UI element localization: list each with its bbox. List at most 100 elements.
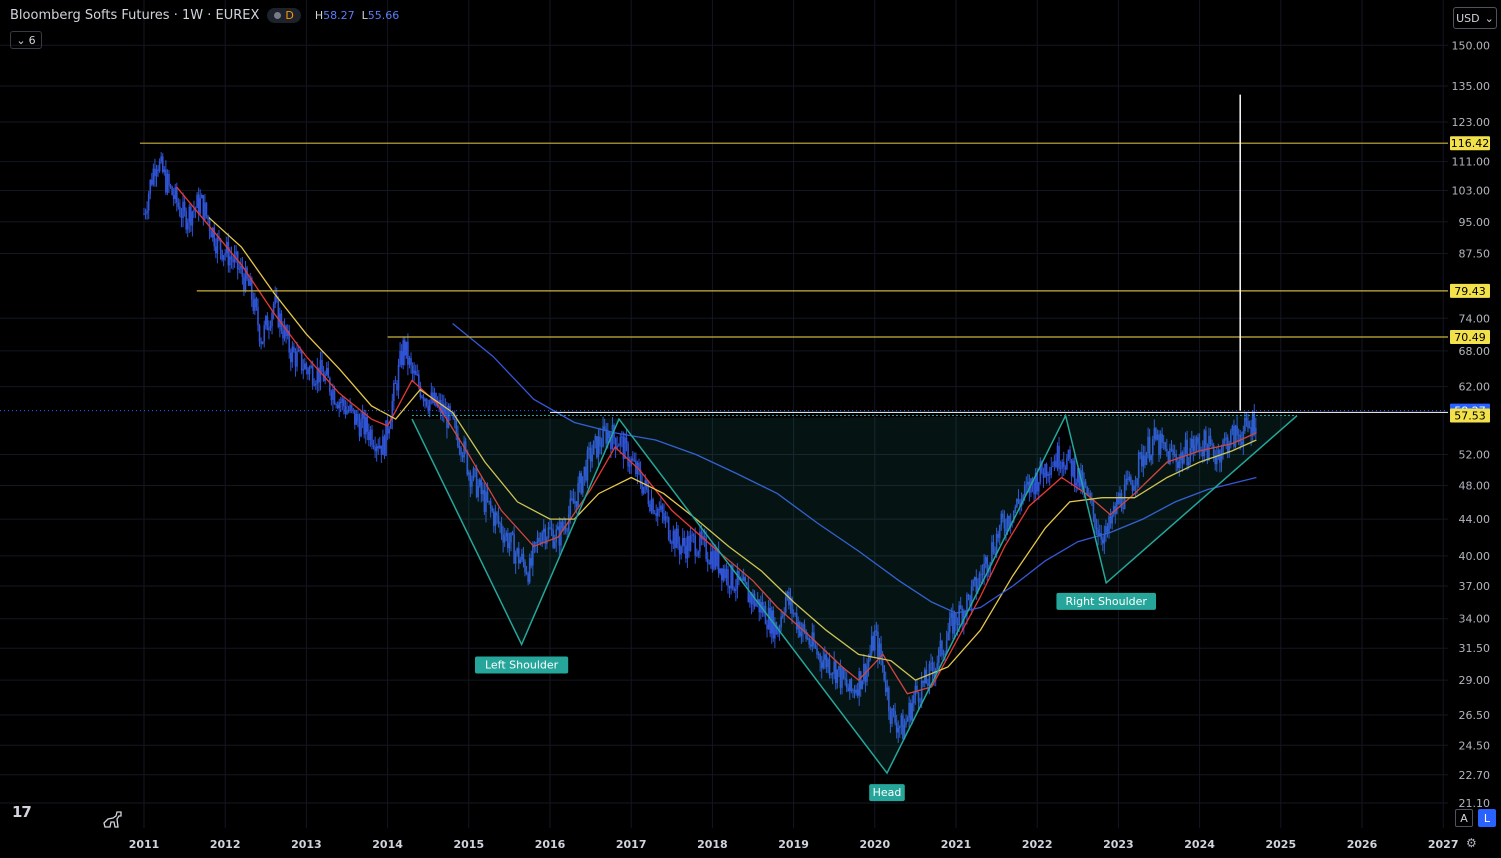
candle-body: [283, 325, 286, 339]
candle-body: [638, 462, 640, 470]
status-pill[interactable]: D: [267, 8, 301, 23]
candle-body: [310, 365, 312, 368]
symbol-title[interactable]: Bloomberg Softs Futures · 1W · EUREX: [10, 8, 260, 23]
y-tick-label: 87.50: [1459, 248, 1491, 261]
candle-body: [948, 617, 951, 633]
candle-body: [443, 403, 445, 415]
candle-body: [920, 680, 923, 702]
candle-body: [1095, 527, 1098, 530]
candle-body: [934, 668, 937, 677]
candle-body: [820, 662, 823, 669]
candle-body: [216, 236, 219, 254]
candle-body: [617, 445, 620, 447]
candle-body: [983, 563, 985, 575]
candle-body: [578, 473, 581, 484]
candle-body: [594, 436, 597, 441]
candle-body: [308, 367, 311, 375]
candle-body: [444, 408, 447, 415]
candle-body: [202, 195, 205, 220]
candle-body: [916, 685, 918, 693]
candle-body: [1158, 434, 1160, 456]
candle-body: [333, 389, 336, 404]
candle-body: [1117, 498, 1120, 504]
candle-body: [1255, 427, 1257, 434]
gear-icon[interactable]: ⚙: [1466, 836, 1477, 850]
candle-body: [694, 535, 697, 556]
candle-body: [1036, 472, 1038, 492]
candle-body: [555, 529, 558, 542]
candle-body: [874, 630, 876, 651]
candle-body: [844, 678, 846, 680]
x-tick-label: 2017: [616, 838, 647, 851]
candle-body: [571, 498, 573, 500]
candle-body: [263, 325, 266, 342]
candle-body: [496, 512, 498, 516]
candle-body: [830, 674, 832, 676]
candle-body: [466, 450, 469, 475]
candle-body: [956, 623, 959, 626]
candle-body: [294, 351, 297, 367]
candle-body: [906, 717, 909, 722]
candle-body: [266, 316, 269, 331]
candle-body: [1155, 428, 1157, 440]
candle-body: [978, 573, 981, 586]
indicators-toggle-button[interactable]: ⌄ 6: [10, 31, 42, 49]
candle-body: [855, 689, 857, 694]
x-tick-label: 2027: [1428, 838, 1459, 851]
candle-body: [204, 202, 206, 220]
candle-body: [994, 552, 996, 554]
candle-body: [961, 608, 964, 625]
candle-body: [483, 490, 486, 512]
candle-body: [1103, 533, 1106, 544]
candle-body: [1105, 526, 1107, 534]
candle-body: [741, 578, 743, 582]
candle-body: [1089, 493, 1092, 500]
x-tick-label: 2021: [941, 838, 972, 851]
chevron-down-icon: ⌄: [16, 33, 26, 47]
candle-body: [731, 565, 734, 589]
candle-body: [158, 161, 161, 172]
candle-body: [672, 530, 675, 544]
low-label: L: [361, 9, 368, 22]
candle-body: [360, 418, 362, 437]
candle-body: [300, 350, 303, 371]
candle-body: [371, 429, 373, 446]
candle-body: [330, 392, 333, 401]
auto-scale-button[interactable]: A: [1455, 809, 1473, 827]
tradingview-logo-icon[interactable]: 17: [12, 803, 32, 821]
candle-body: [839, 665, 842, 688]
candle-body: [966, 594, 968, 615]
candle-body: [1190, 438, 1193, 449]
candle-body: [258, 325, 261, 342]
candle-body: [1087, 493, 1090, 495]
candle-body: [877, 631, 879, 659]
candle-body: [941, 640, 943, 656]
candle-body: [316, 367, 319, 384]
currency-select[interactable]: USD ⌄: [1453, 7, 1497, 29]
candle-body: [610, 438, 612, 450]
candle-body: [572, 498, 575, 504]
candle-body: [208, 219, 211, 231]
candle-body: [229, 256, 231, 266]
candle-body: [1000, 513, 1003, 526]
candle-body: [591, 454, 593, 462]
candle-body: [1086, 486, 1088, 495]
candle-body: [400, 351, 403, 366]
candle-body: [641, 483, 643, 494]
candle-body: [358, 421, 361, 437]
candle-body: [1211, 443, 1213, 446]
candle-body: [1239, 434, 1241, 442]
x-tick-label: 2014: [372, 838, 403, 851]
candle-body: [508, 542, 511, 549]
candle-body: [697, 551, 700, 556]
candle-body: [341, 398, 344, 403]
candle-body: [1137, 452, 1140, 479]
candle-body: [255, 298, 258, 308]
x-tick-label: 2023: [1103, 838, 1134, 851]
level-price-tag: 116.42: [1451, 137, 1490, 150]
dinosaur-icon[interactable]: [102, 808, 124, 830]
candle-body: [530, 558, 533, 566]
log-scale-button[interactable]: L: [1478, 809, 1496, 827]
candle-body: [872, 635, 875, 651]
